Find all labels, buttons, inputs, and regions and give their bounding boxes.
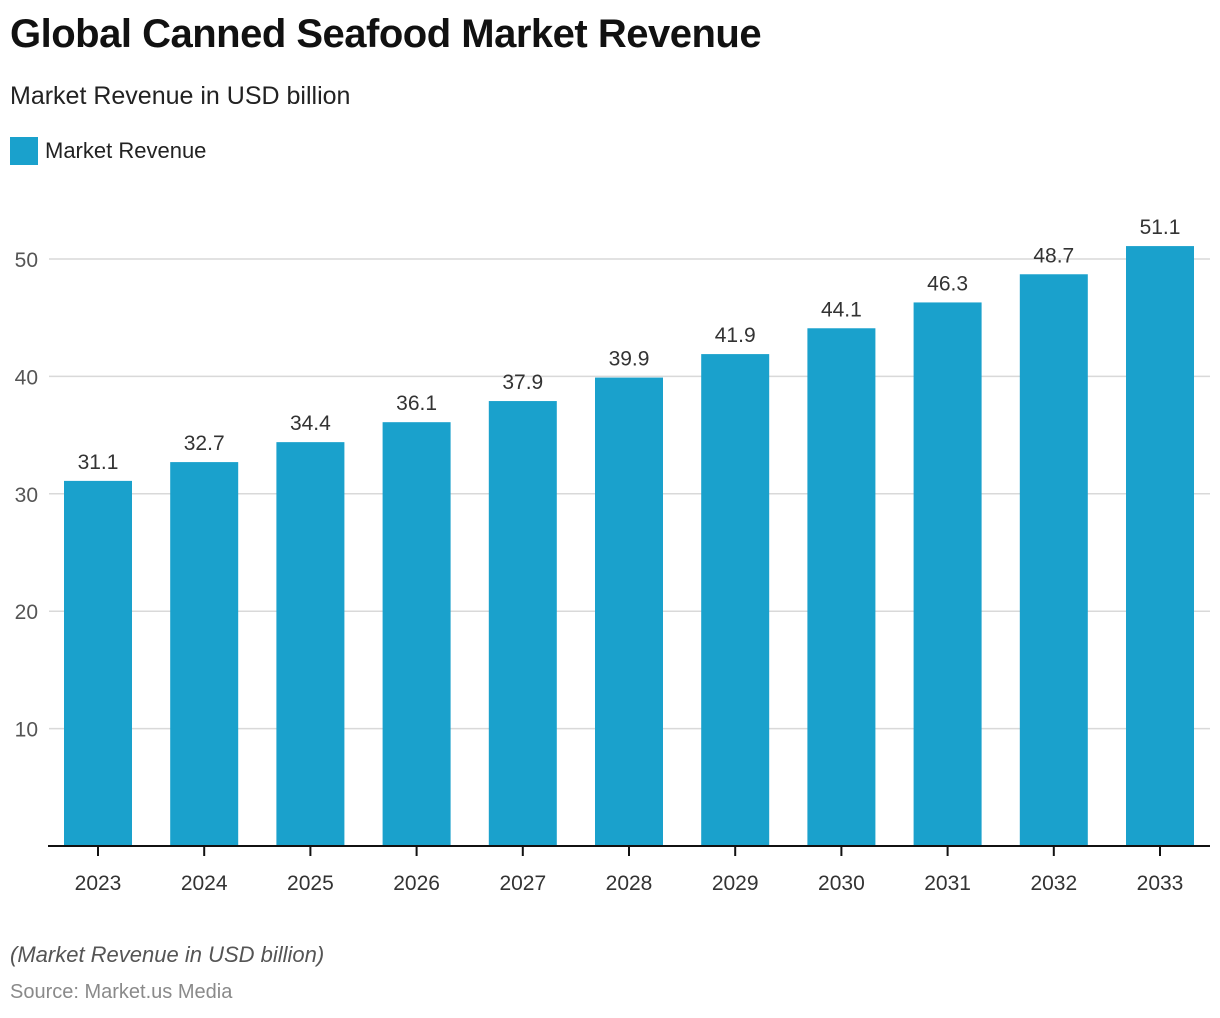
data-label: 34.4 (290, 412, 331, 435)
x-tick-label: 2029 (712, 872, 759, 895)
x-tick-label: 2023 (75, 872, 122, 895)
bars (64, 246, 1194, 847)
y-axis-ticks: 10 20 30 40 50 (15, 249, 38, 742)
bar (276, 442, 345, 846)
bar (382, 422, 451, 846)
bar (488, 401, 557, 846)
data-label: 32.7 (184, 432, 225, 455)
chart-subtitle: Market Revenue in USD billion (10, 82, 351, 110)
y-tick-label: 10 (15, 719, 38, 742)
data-label: 39.9 (609, 348, 650, 371)
x-tick-label: 2028 (606, 872, 653, 895)
data-labels: 31.1 32.7 34.4 36.1 37.9 39.9 41.9 44.1 46.3 48.7… (78, 216, 1181, 474)
bar (595, 377, 663, 846)
x-tick-label: 2025 (287, 872, 334, 895)
data-label: 46.3 (927, 272, 968, 295)
bar (807, 328, 876, 846)
chart-title: Global Canned Seafood Market Revenue (10, 12, 762, 56)
y-tick-label: 50 (15, 249, 38, 272)
bar (64, 480, 132, 846)
footnote: (Market Revenue in USD billion) (10, 942, 325, 967)
legend-label: Market Revenue (45, 138, 207, 163)
bar (170, 462, 239, 846)
x-tick-label: 2026 (393, 872, 440, 895)
x-tick-label: 2033 (1137, 872, 1184, 895)
x-tick-label: 2027 (499, 872, 546, 895)
x-tick-label: 2031 (924, 872, 971, 895)
x-tick-label: 2024 (181, 872, 228, 895)
bar (701, 354, 770, 846)
x-axis-ticks: 2023 2024 2025 2026 2027 2028 2029 2030 2031 2032… (75, 846, 1184, 895)
data-label: 36.1 (396, 392, 437, 415)
bar (1019, 274, 1088, 847)
x-tick-label: 2030 (818, 872, 865, 895)
bar (1126, 246, 1194, 846)
data-label: 48.7 (1033, 244, 1074, 267)
legend-swatch (10, 137, 38, 165)
y-tick-label: 30 (15, 484, 38, 507)
data-label: 31.1 (78, 451, 119, 474)
y-tick-label: 40 (15, 366, 38, 389)
x-tick-label: 2032 (1030, 872, 1077, 895)
source-credit: Source: Market.us Media (10, 981, 233, 1003)
data-label: 51.1 (1140, 216, 1181, 239)
data-label: 44.1 (821, 298, 862, 321)
data-label: 41.9 (715, 324, 756, 347)
y-tick-label: 20 (15, 601, 38, 624)
bar (913, 302, 982, 846)
data-label: 37.9 (502, 371, 543, 394)
legend: Market Revenue (10, 137, 206, 165)
